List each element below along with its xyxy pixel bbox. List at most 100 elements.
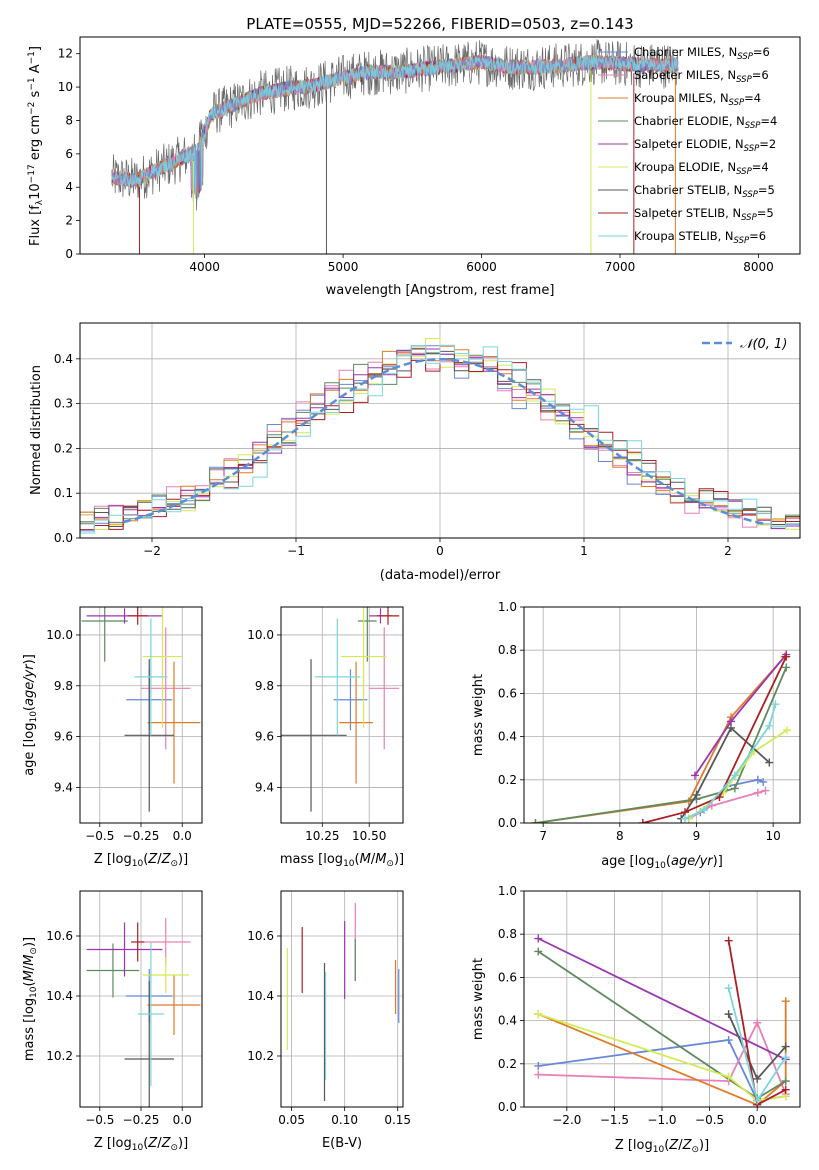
weight-marker xyxy=(534,934,543,943)
y-tick-label: 0.8 xyxy=(498,927,517,941)
axis-label-part: )] xyxy=(699,1138,709,1153)
x-tick-label: 8000 xyxy=(743,260,774,274)
legend-label-sub: SSP xyxy=(742,190,758,200)
weight-marker xyxy=(690,771,699,780)
x-tick-label: −1 xyxy=(287,544,305,558)
legend-label-sub: SSP xyxy=(734,236,750,246)
legend-label-sub: SSP xyxy=(736,167,752,177)
legend-label: Salpeter STELIB, NSSP=5 xyxy=(634,206,774,223)
axis-label-part: Z xyxy=(147,1136,158,1151)
axis-label-part: ( xyxy=(355,852,360,867)
legend-label: Chabrier ELODIE, NSSP=4 xyxy=(634,114,777,131)
y-axis-label: Normed distribution xyxy=(29,365,44,495)
legend-label-tail: =6 xyxy=(752,68,769,82)
weight-marker xyxy=(727,723,735,732)
legend-label-base: Kroupa STELIB, N xyxy=(634,229,734,243)
axis-label-sub: ⊙ xyxy=(29,947,39,955)
age-vs-metallicity-panel: −0.5 −0.25 0.09.49.69.810.0Z [log10(Z/Z⊙)]… xyxy=(22,606,203,869)
error-bars xyxy=(81,607,201,812)
axis-label-part: )] xyxy=(22,654,37,664)
axis-label-base: Z [log xyxy=(615,1138,653,1153)
y-tick-label: 9.6 xyxy=(255,730,274,744)
axis-label-sub: 10 xyxy=(29,986,39,998)
axis-label-base: mass [log xyxy=(22,998,37,1061)
x-axis-label: mass [log10(M/M⊙)] xyxy=(280,852,404,869)
y-tick-label: 10 xyxy=(58,80,73,94)
x-tick-label: 5000 xyxy=(328,260,359,274)
legend-label-base: Kroupa MILES, N xyxy=(634,91,729,105)
weight-vs-metallicity-panel: −2.0 −1.5 −1.0 −0.5 0.0 0.0 0.2 0.4 0.6 0.8 1.0 Z [… xyxy=(471,884,801,1155)
legend-label-base: Chabrier STELIB, N xyxy=(634,183,742,197)
y-axis-label-part: −1 xyxy=(27,51,37,64)
axis-label-part: / xyxy=(22,965,37,970)
axis-label-part: )] xyxy=(394,852,404,867)
axis-label-base: Z [log xyxy=(94,852,132,867)
weight-marker xyxy=(781,1042,790,1051)
spectrum-lines xyxy=(111,39,679,254)
weight-series xyxy=(680,726,770,820)
y-axis-label-part: Flux [f xyxy=(28,205,43,246)
axis-label-part: )] xyxy=(713,854,723,869)
histograms xyxy=(80,338,800,536)
y-axis-label-part: 10 xyxy=(28,183,43,200)
axis-label-part: M xyxy=(375,852,386,867)
y-tick-label: 0.3 xyxy=(54,397,73,411)
y-axis-label-part: erg cm xyxy=(28,115,43,164)
axis-label-part: ( xyxy=(22,981,37,986)
legend-label-base: Salpeter MILES, N xyxy=(634,68,736,82)
y-tick-label: 12 xyxy=(58,47,73,61)
axis-label-part: / xyxy=(157,1136,162,1151)
series-lines xyxy=(531,650,791,823)
axis-label-part: / xyxy=(371,852,376,867)
axis-label-base: mass [log xyxy=(280,852,343,867)
spectrum-panel: 4000 5000 6000 7000 8000 0 2 4 6 8 10 12 Chabrier MI… xyxy=(27,36,801,298)
y-tick-label: 9.8 xyxy=(54,679,73,693)
axis-label-sub: ⊙ xyxy=(170,1143,178,1153)
x-tick-label: 8 xyxy=(616,829,624,843)
axis-label-base: Z [log xyxy=(94,1136,132,1151)
axis-label-part: Z xyxy=(682,1138,693,1153)
y-tick-label: 9.8 xyxy=(255,679,274,693)
weight-marker xyxy=(534,947,543,956)
y-tick-label: 2 xyxy=(65,214,73,228)
y-tick-label: 9.4 xyxy=(255,780,274,794)
y-axis-label-part: ] xyxy=(28,46,43,51)
axes-frame xyxy=(79,36,801,255)
axis-label-part: ( xyxy=(664,1138,669,1153)
legend-label-tail: =4 xyxy=(760,114,777,128)
axes-frame xyxy=(523,890,801,1108)
spectrum-series xyxy=(111,54,679,199)
x-tick-label: −0.25 xyxy=(123,829,160,843)
y-tick-label: 0.1 xyxy=(54,486,73,500)
weight-marker xyxy=(782,726,791,735)
legend-label: 𝒩(0, 1) xyxy=(740,337,787,352)
x-tick-label: 2 xyxy=(724,544,732,558)
axes-frame xyxy=(79,322,801,539)
y-tick-label: 0.4 xyxy=(498,1014,517,1028)
y-tick-label: 10.0 xyxy=(46,628,73,642)
residuals-panel: −2 −1 0 1 2 0.0 0.1 0.2 0.3 0.4 𝒩(0, 1) (data-model… xyxy=(29,322,801,583)
y-tick-label: 0.4 xyxy=(498,730,517,744)
weight-marker xyxy=(759,777,768,786)
y-tick-label: 0.2 xyxy=(498,773,517,787)
legend-label: Salpeter MILES, NSSP=6 xyxy=(634,68,769,85)
weight-series xyxy=(537,1001,787,1106)
y-axis-label: mass [log10(M/M⊙)] xyxy=(22,937,39,1061)
axis-label-part: )] xyxy=(178,852,188,867)
weight-marker xyxy=(781,1053,790,1062)
x-tick-label: 0 xyxy=(436,544,444,558)
y-tick-label: 6 xyxy=(65,147,73,161)
series-lines xyxy=(534,934,790,1107)
weight-marker xyxy=(753,1018,762,1027)
axis-label-sub: 10 xyxy=(29,711,39,723)
x-tick-label: −0.5 xyxy=(85,1113,114,1127)
x-tick-label: 0.10 xyxy=(331,1113,358,1127)
x-tick-label: −0.5 xyxy=(85,829,114,843)
legend-label: Salpeter ELODIE, NSSP=2 xyxy=(634,137,776,154)
weight-marker xyxy=(753,775,762,784)
weight-marker xyxy=(534,1010,543,1019)
axis-label-sub: ⊙ xyxy=(691,1145,699,1155)
y-axis-label-part: −2 xyxy=(27,102,37,115)
axis-label-sub: 10 xyxy=(653,1145,665,1155)
axis-label-part: M xyxy=(22,955,37,966)
